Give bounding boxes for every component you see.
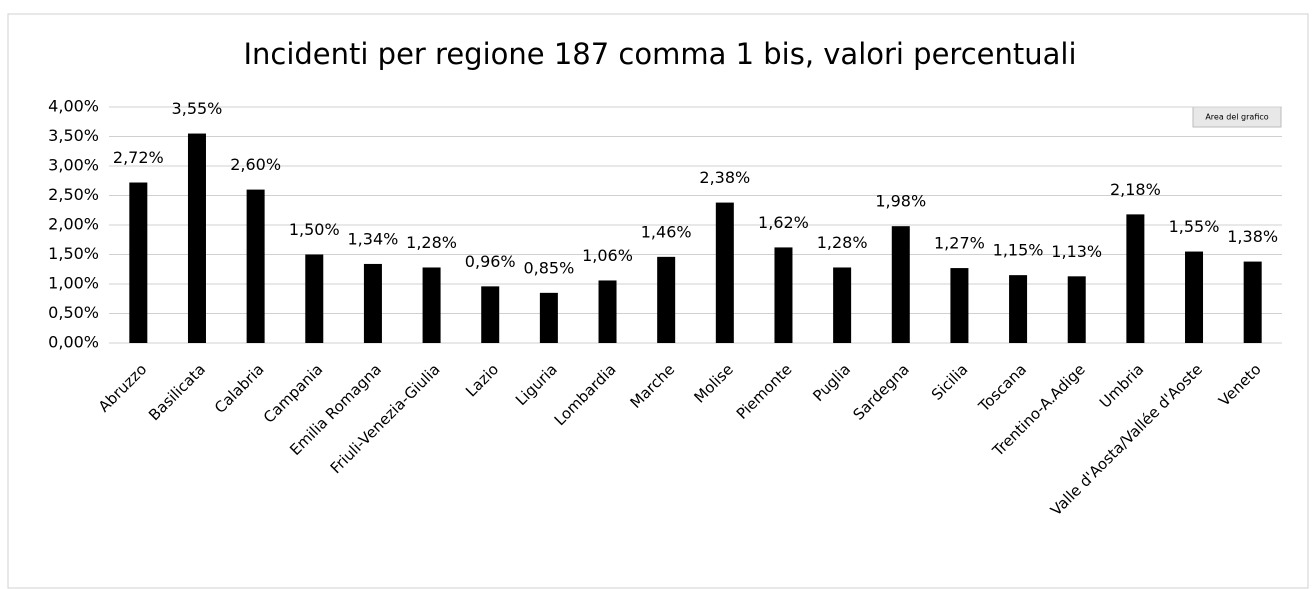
bar <box>129 182 148 343</box>
value-label: 1,06% <box>582 246 633 265</box>
value-label: 2,72% <box>113 148 164 167</box>
y-tick-label: 3,50% <box>48 126 99 145</box>
y-tick-label: 4,00% <box>48 97 99 116</box>
y-tick-label: 0,50% <box>48 303 99 322</box>
value-label: 1,50% <box>289 220 340 239</box>
bar <box>481 286 500 343</box>
bar <box>422 267 441 343</box>
bar <box>1126 214 1145 343</box>
chart-title: Incidenti per regione 187 comma 1 bis, v… <box>243 37 1076 71</box>
bar <box>774 247 793 343</box>
y-tick-label: 3,00% <box>48 156 99 175</box>
bar <box>363 263 382 343</box>
bar <box>1243 261 1262 343</box>
bar <box>305 254 324 343</box>
value-label: 1,28% <box>406 233 457 252</box>
bar <box>891 226 910 343</box>
value-label: 3,55% <box>172 99 223 118</box>
y-tick-label: 0,00% <box>48 333 99 352</box>
value-label: 2,60% <box>230 155 281 174</box>
value-label: 0,85% <box>523 258 574 277</box>
y-tick-label: 1,00% <box>48 274 99 293</box>
y-tick-label: 1,50% <box>48 244 99 263</box>
value-label: 1,34% <box>348 229 399 248</box>
value-label: 1,55% <box>1169 217 1220 236</box>
value-label: 2,18% <box>1110 180 1161 199</box>
bar <box>715 202 734 343</box>
y-tick-label: 2,00% <box>48 215 99 234</box>
value-label: 1,27% <box>934 234 985 253</box>
bar <box>833 267 852 343</box>
bar <box>246 189 265 343</box>
value-label: 1,15% <box>993 241 1044 260</box>
y-tick-label: 2,50% <box>48 185 99 204</box>
value-label: 1,38% <box>1227 227 1278 246</box>
bar <box>1009 275 1028 343</box>
value-label: 1,13% <box>1051 242 1102 261</box>
value-label: 1,98% <box>875 192 926 211</box>
tooltip: Area del grafico <box>1205 113 1268 122</box>
bar <box>950 268 969 343</box>
bar <box>539 292 558 343</box>
bar <box>1185 251 1204 343</box>
bar <box>598 280 617 343</box>
bar <box>657 256 676 343</box>
bar <box>1067 276 1086 343</box>
value-label: 2,38% <box>699 168 750 187</box>
value-label: 1,62% <box>758 213 809 232</box>
bar <box>187 133 206 343</box>
value-label: 1,46% <box>641 222 692 241</box>
value-label: 0,96% <box>465 252 516 271</box>
value-label: 1,28% <box>817 233 868 252</box>
